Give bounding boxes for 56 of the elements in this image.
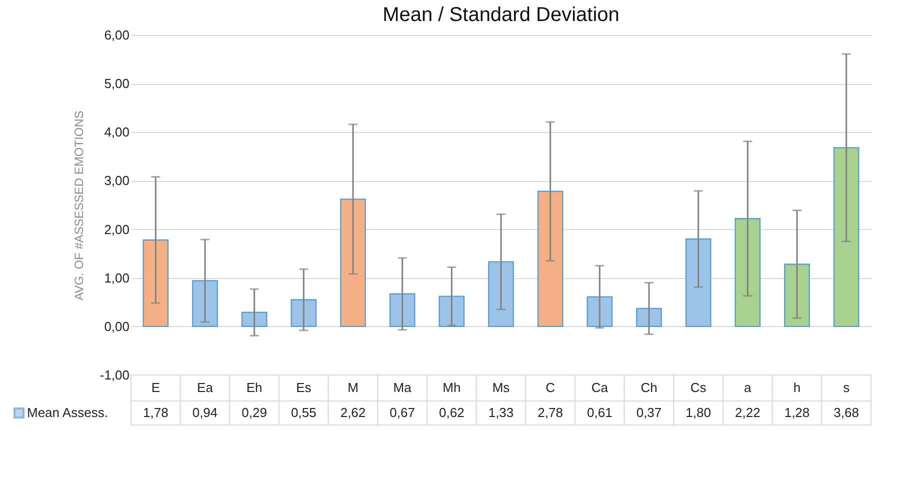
y-tick-label: -1,00 <box>100 368 130 382</box>
y-tick-label: 4,00 <box>104 124 130 140</box>
y-tick-label: 5,00 <box>104 76 130 92</box>
data-label: 0,67 <box>390 405 415 420</box>
bar <box>438 296 465 328</box>
data-label: 0,37 <box>636 405 662 420</box>
bar <box>537 190 564 328</box>
x-tick-label: M <box>348 380 358 395</box>
y-tick-label: 0,00 <box>104 318 130 334</box>
x-tick-label: h <box>793 380 801 395</box>
bar <box>586 296 613 328</box>
x-tick-label: s <box>843 380 850 395</box>
x-tick-label: Cs <box>690 380 707 395</box>
bar <box>192 280 218 328</box>
bar <box>734 218 761 328</box>
x-tick-label: C <box>546 380 556 395</box>
bar <box>142 239 169 328</box>
x-tick-label: Ea <box>197 380 214 395</box>
legend-label: Mean Assess. <box>27 405 108 420</box>
x-tick-label: E <box>151 380 160 395</box>
data-label: 1,28 <box>784 405 810 420</box>
data-label: 0,61 <box>587 405 612 420</box>
bar <box>241 312 268 328</box>
x-tick-label: Eh <box>246 380 262 395</box>
bar <box>389 293 416 328</box>
data-label: 3,68 <box>834 405 859 420</box>
bar <box>685 238 712 328</box>
x-tick-label: a <box>744 380 752 395</box>
bar <box>488 261 514 328</box>
data-label: 2,22 <box>735 405 760 420</box>
data-label: 2,78 <box>538 405 563 420</box>
y-tick-label: 1,00 <box>104 270 130 286</box>
data-label: 0,94 <box>192 405 218 420</box>
bar <box>784 264 810 328</box>
x-tick-label: Ms <box>492 380 510 395</box>
x-tick-label: Ca <box>591 380 609 395</box>
data-label: 1,33 <box>488 405 514 420</box>
bar <box>833 147 860 328</box>
y-tick-label: 3,00 <box>104 173 130 188</box>
bar <box>290 299 317 328</box>
data-label: 0,62 <box>439 405 464 420</box>
data-label: 2,62 <box>340 405 366 420</box>
data-label: 1,78 <box>143 405 168 420</box>
y-tick-label: 2,00 <box>104 222 130 237</box>
y-axis-title: AVG. OF #ASSESSED EMOTIONS <box>72 110 86 300</box>
data-label: 0,55 <box>291 405 316 420</box>
bar <box>636 308 662 328</box>
bar <box>340 198 366 328</box>
data-label: 0,29 <box>242 405 267 420</box>
y-tick-label: 6,00 <box>104 28 130 42</box>
x-tick-label: Es <box>296 380 312 395</box>
chart-title: Mean / Standard Deviation <box>382 4 620 26</box>
x-tick-label: Ma <box>393 380 412 395</box>
x-tick-label: Ch <box>640 380 658 395</box>
data-label: 1,80 <box>686 405 711 420</box>
x-tick-label: Mh <box>442 380 461 395</box>
